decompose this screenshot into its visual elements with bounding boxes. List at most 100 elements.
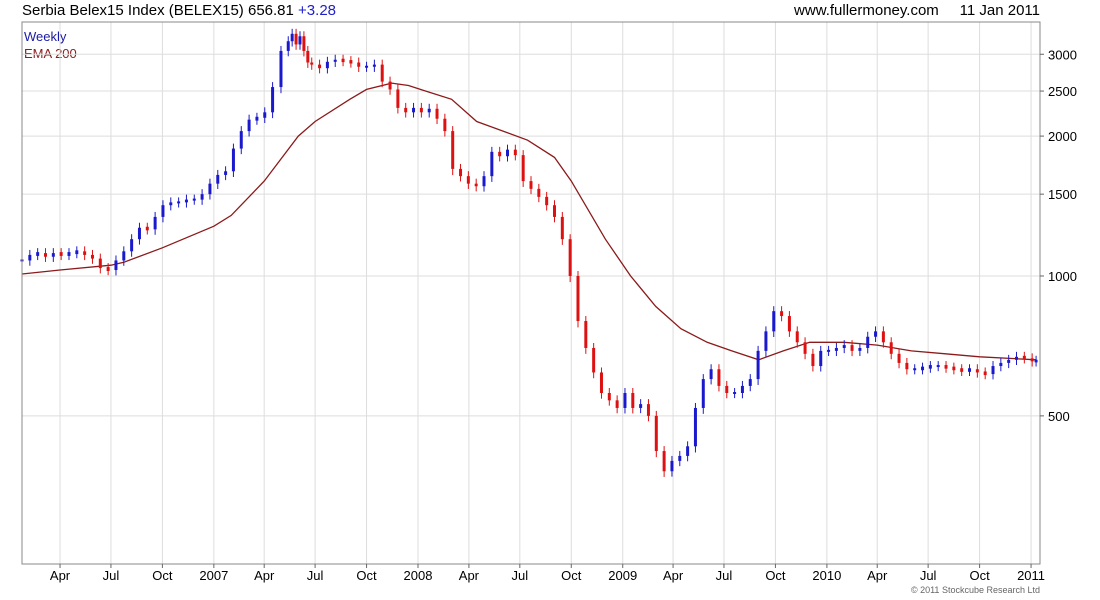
weekly-candle — [701, 379, 705, 408]
y-tick-label: 2500 — [1048, 84, 1077, 99]
weekly-candle — [646, 404, 650, 416]
weekly-candle — [756, 350, 760, 380]
y-tick-label: 500 — [1048, 409, 1070, 424]
weekly-candle — [811, 353, 815, 367]
weekly-candle — [740, 385, 744, 393]
weekly-candle — [396, 89, 400, 108]
x-tick-label: 2008 — [404, 568, 433, 583]
x-tick-label: 2011 — [1017, 568, 1045, 583]
x-tick-label: Jul — [716, 568, 733, 583]
weekly-candle — [498, 151, 502, 157]
weekly-candle — [298, 36, 302, 45]
chart-date: 11 Jan 2011 — [959, 2, 1040, 19]
weekly-candle — [599, 372, 603, 393]
weekly-candle — [560, 216, 564, 240]
weekly-candle — [889, 342, 893, 354]
weekly-candle — [466, 176, 470, 184]
weekly-candle — [306, 50, 310, 63]
weekly-candle — [451, 131, 455, 169]
y-tick-label: 1500 — [1048, 187, 1077, 202]
weekly-candle — [239, 131, 243, 149]
weekly-candle — [725, 385, 729, 393]
weekly-candle — [419, 107, 423, 113]
weekly-candle — [286, 41, 290, 51]
weekly-candle — [153, 216, 157, 230]
weekly-candle — [787, 316, 791, 332]
x-tick-label: 2010 — [812, 568, 841, 583]
weekly-candle — [819, 350, 823, 367]
source-link[interactable]: www.fullermoney.com — [794, 2, 939, 19]
weekly-candle — [130, 239, 134, 252]
weekly-candle — [51, 253, 55, 257]
weekly-candle — [717, 369, 721, 386]
weekly-candle — [83, 251, 87, 255]
chart-title: Serbia Belex15 Index (BELEX15) 656.81 +3… — [22, 2, 336, 19]
weekly-candle — [137, 227, 141, 240]
weekly-candle — [607, 392, 611, 401]
weekly-candle — [380, 64, 384, 82]
weekly-candle — [279, 50, 283, 88]
weekly-candle — [372, 64, 376, 67]
weekly-candle — [678, 455, 682, 461]
weekly-candle — [686, 446, 690, 456]
weekly-candle — [960, 368, 964, 372]
weekly-candle — [216, 174, 220, 184]
weekly-candle — [866, 336, 870, 348]
weekly-candle — [545, 196, 549, 206]
y-tick-label: 3000 — [1048, 47, 1077, 62]
weekly-candle — [1007, 359, 1011, 363]
weekly-candle — [913, 368, 917, 371]
weekly-candle — [639, 404, 643, 408]
weekly-candle — [427, 108, 431, 113]
x-tick-label: Oct — [765, 568, 786, 583]
weekly-candle — [506, 149, 510, 157]
legend-weekly: Weekly — [24, 29, 67, 44]
last-value: 656.81 — [247, 2, 294, 19]
weekly-candle — [106, 267, 110, 272]
weekly-candle — [443, 118, 447, 132]
weekly-candle — [576, 275, 580, 322]
weekly-candle — [184, 199, 188, 203]
weekly-candle — [200, 194, 204, 200]
weekly-candle — [271, 87, 275, 113]
weekly-candle — [905, 362, 909, 370]
weekly-candle — [654, 415, 658, 452]
weekly-candle — [482, 176, 486, 187]
axis-labels: 500 1000 1500 2000 2500 3000 Apr Jul Oct 2007 Apr J… — [50, 47, 1077, 583]
weekly-candle — [529, 181, 533, 189]
x-tick-label: Oct — [561, 568, 582, 583]
weekly-candle — [490, 151, 494, 177]
x-tick-label: Oct — [356, 568, 377, 583]
weekly-candle — [858, 347, 862, 351]
x-tick-label: 2007 — [199, 568, 228, 583]
x-tick-label: 2009 — [608, 568, 637, 583]
x-tick-label: Jul — [103, 568, 120, 583]
weekly-candle — [224, 171, 228, 175]
weekly-candle — [999, 362, 1003, 367]
weekly-candle — [161, 205, 165, 217]
header-right: www.fullermoney.com 11 Jan 2011 — [794, 2, 1040, 19]
weekly-candle — [928, 365, 932, 369]
plot-frame — [21, 21, 1041, 565]
weekly-candle — [693, 407, 697, 447]
weekly-candle — [881, 331, 885, 343]
weekly-candle — [177, 201, 181, 204]
legend-ema: EMA 200 — [24, 46, 77, 61]
weekly-candle — [459, 168, 463, 177]
x-tick-label: Oct — [152, 568, 173, 583]
weekly-candle — [208, 183, 212, 195]
weekly-candle — [263, 112, 267, 118]
weekly-candle — [795, 331, 799, 343]
weekly-candle — [302, 36, 306, 51]
weekly-candle — [537, 188, 541, 197]
weekly-candle — [874, 331, 878, 337]
weekly-candle — [43, 253, 47, 257]
x-tick-label: Apr — [867, 568, 888, 583]
x-tick-label: Jul — [307, 568, 324, 583]
weekly-candle — [365, 65, 369, 68]
weekly-candle — [290, 33, 294, 42]
weekly-candle — [412, 107, 416, 113]
weekly-candle — [592, 347, 596, 373]
weekly-candle — [122, 251, 126, 261]
